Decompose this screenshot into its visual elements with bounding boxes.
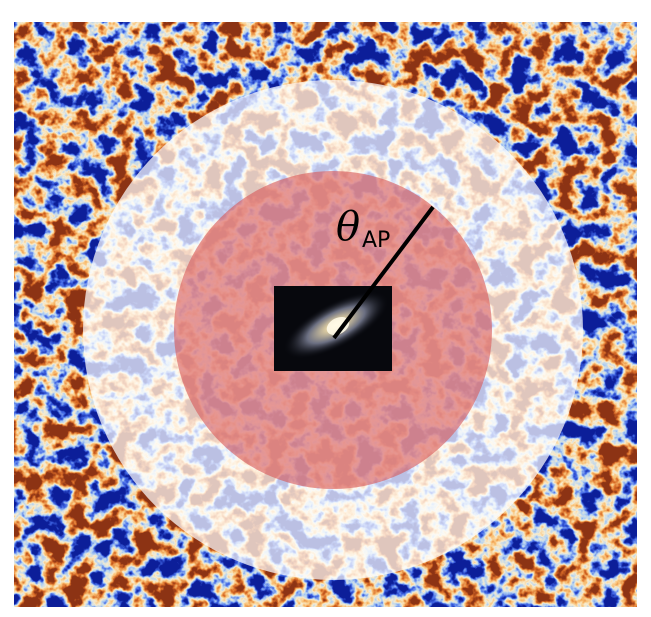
galaxy-image [274,278,398,371]
figure: θ AP [0,0,651,617]
theta-subscript: AP [362,228,390,253]
page: θ AP (() => { const data = JSON.parse(do… [0,0,651,617]
theta-symbol: θ [336,204,360,250]
